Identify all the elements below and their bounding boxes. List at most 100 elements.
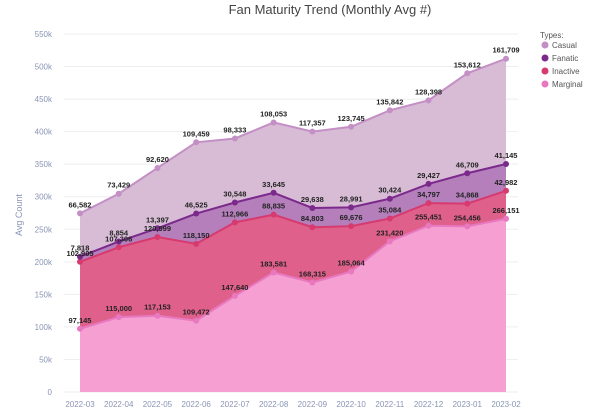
data-label-casual: 161,709 [492, 46, 519, 55]
x-tick-label: 2022-06 [182, 400, 212, 409]
line-inactive [79, 189, 507, 263]
data-label-inactive: 84,803 [301, 214, 324, 223]
data-label-inactive: 35,084 [378, 206, 402, 215]
marker-inactive [464, 200, 471, 207]
y-tick-label: 550k [35, 30, 53, 39]
data-label-fanatic: 41,145 [495, 151, 518, 160]
data-label-inactive: 107,306 [105, 234, 132, 243]
data-label-casual: 108,053 [260, 109, 287, 118]
marker-inactive [270, 211, 277, 218]
data-label-marginal: 254,456 [454, 213, 481, 222]
data-label-marginal: 266,151 [492, 206, 519, 215]
data-label-casual: 92,620 [146, 155, 169, 164]
y-tick-label: 100k [35, 323, 53, 332]
legend: Types: Casual Fanatic Inactive Marginal [540, 31, 583, 89]
marker-casual [231, 135, 238, 142]
data-label-inactive: 88,835 [262, 202, 285, 211]
data-label-fanatic: 33,645 [262, 180, 285, 189]
data-label-inactive: 69,676 [340, 213, 363, 222]
data-label-casual: 109,459 [183, 129, 210, 138]
data-label-inactive: 34,797 [417, 190, 440, 199]
marker-casual [193, 139, 200, 146]
legend-marker-casual [541, 41, 549, 49]
marker-casual [270, 119, 277, 126]
x-tick-label: 2022-04 [104, 400, 134, 409]
line-layer [79, 57, 507, 330]
marker-inactive [154, 233, 161, 240]
x-tick-label: 2022-10 [336, 400, 366, 409]
marker-fanatic [348, 204, 355, 211]
marker-marginal [464, 223, 471, 230]
marker-casual [77, 210, 83, 217]
marker-marginal [231, 292, 238, 299]
x-axis-ticks: 2022-03 2022-04 2022-05 2022-06 2022-07 2022-… [65, 400, 521, 409]
marker-marginal [77, 325, 83, 332]
marker-inactive [77, 258, 83, 265]
legend-label-fanatic: Fanatic [552, 54, 578, 63]
marker-fanatic [115, 238, 122, 245]
data-label-marginal: 168,315 [299, 269, 326, 278]
data-label-marginal: 231,420 [376, 228, 403, 237]
x-tick-label: 2022-12 [414, 400, 444, 409]
marker-fanatic [231, 199, 238, 206]
marker-casual [115, 190, 122, 197]
data-label-fanatic: 29,638 [301, 195, 324, 204]
data-label-casual: 153,612 [454, 60, 481, 69]
x-tick-label: 2023-01 [453, 400, 483, 409]
data-label-marginal: 97,145 [69, 316, 92, 325]
marker-marginal [193, 317, 200, 324]
y-tick-label: 400k [35, 128, 53, 137]
y-axis-ticks: 0 50k 100k 150k 200k 250k 300k 350k 400k 450k 500k… [35, 30, 53, 397]
data-label-casual: 66,582 [69, 200, 92, 209]
data-label-fanatic: 30,424 [378, 186, 402, 195]
data-label-casual: 128,398 [415, 87, 442, 96]
x-tick-label: 2022-11 [375, 400, 404, 409]
marker-inactive [503, 187, 509, 194]
marker-fanatic [503, 161, 509, 168]
x-tick-label: 2022-03 [65, 400, 95, 409]
marker-casual [503, 55, 509, 62]
data-label-inactive: 42,982 [495, 178, 518, 187]
data-label-marginal: 109,472 [183, 308, 210, 317]
marker-inactive [348, 223, 355, 230]
marker-fanatic [425, 180, 432, 187]
data-label-inactive: 112,966 [222, 209, 249, 218]
area-marginal [80, 218, 506, 392]
y-tick-label: 0 [48, 388, 53, 397]
legend-title: Types: [540, 31, 564, 40]
marker-fanatic [464, 170, 471, 177]
data-label-fanatic: 28,991 [340, 194, 363, 203]
legend-marker-fanatic [541, 54, 549, 62]
legend-label-casual: Casual [552, 41, 577, 50]
data-label-casual: 117,357 [299, 119, 326, 128]
marker-inactive [309, 224, 316, 231]
y-tick-label: 50k [39, 355, 53, 364]
marker-marginal [115, 314, 122, 321]
legend-label-inactive: Inactive [552, 67, 580, 76]
marker-marginal [154, 312, 161, 319]
data-label-casual: 135,842 [376, 97, 403, 106]
data-label-marginal: 183,581 [260, 260, 287, 269]
y-tick-label: 500k [35, 63, 53, 72]
x-tick-label: 2023-02 [491, 400, 521, 409]
legend-label-marginal: Marginal [552, 80, 583, 89]
marker-inactive [193, 240, 200, 247]
y-tick-label: 300k [35, 193, 53, 202]
data-label-marginal: 255,451 [415, 213, 442, 222]
marker-casual [154, 164, 161, 171]
legend-marker-inactive [541, 67, 549, 75]
marker-fanatic [270, 189, 277, 196]
data-label-inactive: 118,150 [183, 231, 210, 240]
line-casual [79, 57, 507, 215]
data-label-inactive: 102,905 [66, 249, 93, 258]
chart-title: Fan Maturity Trend (Monthly Avg #) [229, 2, 432, 17]
marker-fanatic [77, 253, 83, 260]
line-marginal [79, 217, 507, 330]
data-label-fanatic: 7,818 [71, 244, 90, 253]
marker-fanatic [386, 195, 393, 202]
y-tick-label: 150k [35, 290, 53, 299]
marker-marginal [503, 215, 509, 222]
data-label-marginal: 117,153 [144, 303, 171, 312]
